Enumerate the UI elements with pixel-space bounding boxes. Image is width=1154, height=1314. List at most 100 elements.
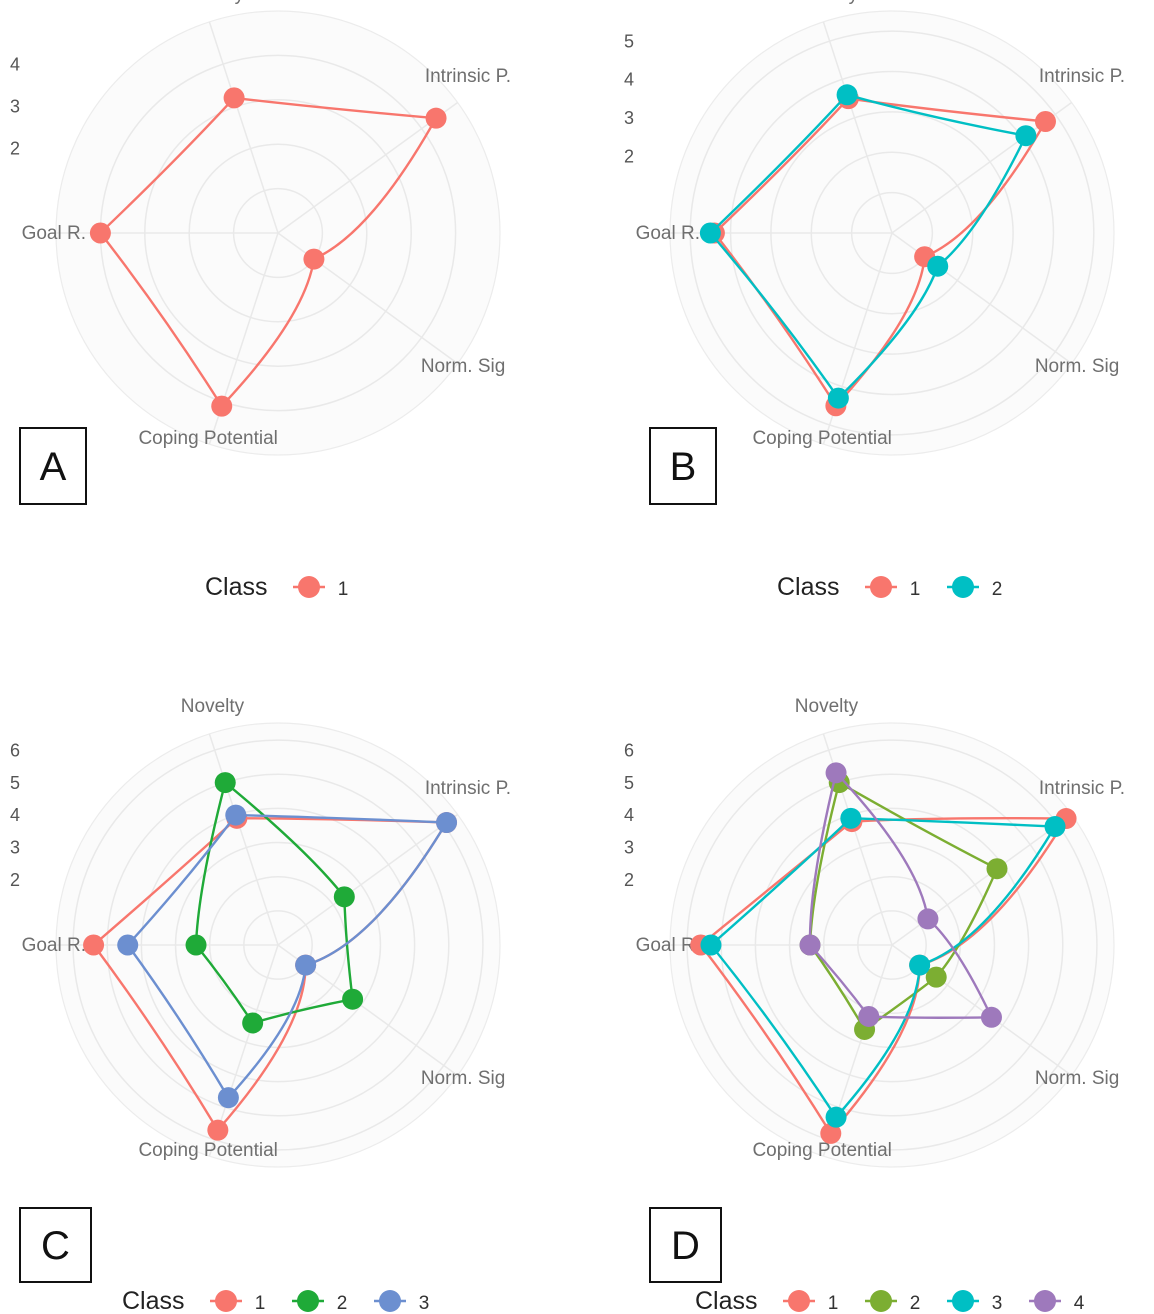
data-point-1-coping-potential [211,395,233,417]
radial-tick-label: 4 [10,805,20,825]
data-point-3-goal-r [700,934,722,956]
legend-item-3: 3 [947,1290,1002,1314]
category-label-intrinsic-p: Intrinsic P. [425,66,511,87]
series-3 [117,804,458,1109]
legend-item-1: 1 [783,1290,838,1314]
category-label-norm-sig: Norm. Sig [421,1068,505,1089]
radial-tick-label: 6 [624,740,634,760]
radar-panel-d: Intrinsic P. Norm. Sig Coping Potential Goa… [624,696,1125,1314]
category-label-coping-potential: Coping Potential [752,428,891,449]
radial-tick-label: 2 [624,870,634,890]
legend-key-point [297,1290,319,1312]
legend: Class 1 2 [777,573,1002,601]
legend-item-3: 3 [374,1290,429,1314]
category-label-norm-sig: Norm. Sig [1035,356,1119,377]
panel-letter-box [649,1207,722,1283]
legend-label: 1 [828,1293,839,1314]
data-point-2-intrinsic-p [986,858,1008,880]
category-label-goal-r: Goal R. [22,935,86,956]
data-point-3-coping-potential [825,1106,847,1128]
data-point-2-intrinsic-p [333,886,355,908]
legend-item-4: 4 [1029,1290,1085,1314]
legend-label: 1 [910,579,921,600]
category-label-norm-sig: Norm. Sig [1035,1068,1119,1089]
legend-label: 3 [419,1293,430,1314]
data-point-2-intrinsic-p [1015,125,1037,147]
data-point-1-intrinsic-p [1034,110,1056,132]
category-label-coping-potential: Coping Potential [138,1140,277,1161]
data-point-2-novelty [214,772,236,794]
legend-label: 4 [1074,1293,1085,1314]
data-point-2-coping-potential [827,387,849,409]
radial-tick-label: 2 [10,870,20,890]
legend-key-point [379,1290,401,1312]
panel-letter-box [649,427,717,505]
category-label-goal-r: Goal R. [636,223,700,244]
radial-tick-label: 6 [10,740,20,760]
series-2 [699,84,1037,409]
category-label-coping-potential: Coping Potential [752,1140,891,1161]
legend-label: 2 [910,1293,921,1314]
legend-title: Class [695,1287,758,1314]
series-2 [185,772,364,1034]
category-label-intrinsic-p: Intrinsic P. [1039,66,1125,87]
legend-title: Class [122,1287,185,1314]
radial-tick-label: 5 [10,773,20,793]
data-point-3-novelty [840,807,862,829]
data-point-2-norm-sig [927,255,949,277]
panel-letter: C [41,1224,70,1268]
legend-key-point [952,1290,974,1312]
category-label-novelty: Novelty [795,0,859,5]
category-label-intrinsic-p: Intrinsic P. [1039,778,1125,799]
data-point-4-norm-sig [980,1006,1002,1028]
panel-letter-box [19,1207,92,1283]
panel-letter: D [671,1224,700,1268]
data-point-4-intrinsic-p [917,908,939,930]
data-point-3-intrinsic-p [436,812,458,834]
data-point-4-novelty [825,762,847,784]
legend-key-point [870,1290,892,1312]
radar-panel-c: Intrinsic P. Norm. Sig Coping Potential Goa… [10,696,511,1314]
legend: Class 1 2 3 [122,1287,429,1314]
category-label-novelty: Novelty [181,0,245,5]
data-point-1-coping-potential [207,1119,229,1141]
legend-item-1: 1 [865,576,920,600]
grid-spoke [277,813,459,946]
legend-label: 3 [992,1293,1003,1314]
legend-key-point [952,576,974,598]
data-point-4-coping-potential [858,1005,880,1027]
data-point-2-norm-sig [342,988,364,1010]
series-4 [799,762,1002,1028]
data-point-1-coping-potential [820,1122,842,1144]
radial-tick-label: 2 [624,146,634,166]
legend-label: 2 [992,579,1003,600]
panel-letter: B [670,445,697,489]
grid-spoke [208,733,279,946]
legend-label: 1 [255,1293,266,1314]
data-point-3-coping-potential [217,1087,239,1109]
radial-tick-label: 3 [624,838,634,858]
data-point-3-intrinsic-p [1044,816,1066,838]
category-label-goal-r: Goal R. [636,935,700,956]
radial-tick-label: 5 [624,31,634,51]
data-point-1-intrinsic-p [425,107,447,129]
category-label-intrinsic-p: Intrinsic P. [425,778,511,799]
radial-tick-label: 4 [10,54,20,74]
category-label-novelty: Novelty [181,696,245,717]
radial-tick-label: 3 [10,96,20,116]
legend-item-2: 2 [865,1290,920,1314]
data-point-2-coping-potential [242,1012,264,1034]
legend-key-point [788,1290,810,1312]
panel-letter: A [40,445,67,489]
category-label-novelty: Novelty [795,696,859,717]
legend-label: 2 [337,1293,348,1314]
data-point-2-goal-r [699,222,721,244]
data-point-1-goal-r [83,934,105,956]
data-point-3-norm-sig [295,954,317,976]
legend-key-point [870,576,892,598]
data-point-1-norm-sig [303,248,325,270]
category-label-norm-sig: Norm. Sig [421,356,505,377]
legend-item-1: 1 [210,1290,265,1314]
radial-tick-label: 4 [624,70,634,90]
